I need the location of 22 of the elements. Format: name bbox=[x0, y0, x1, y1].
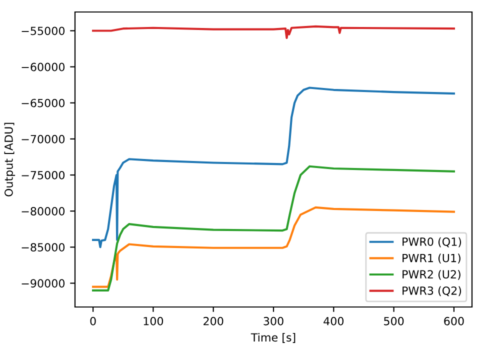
x-tick-label: 500 bbox=[384, 316, 404, 326]
legend-label: PWR0 (Q1) bbox=[402, 237, 462, 248]
y-tick-label: −65000 bbox=[22, 98, 65, 108]
line-series bbox=[92, 25, 455, 40]
x-tick-label: 400 bbox=[324, 316, 344, 326]
y-tick-label: −85000 bbox=[22, 243, 65, 252]
x-tick-label: 300 bbox=[264, 316, 284, 326]
x-tick-label: 200 bbox=[204, 316, 224, 326]
y-tick-label: −75000 bbox=[22, 170, 65, 180]
y-tick-label: −55000 bbox=[22, 26, 65, 36]
x-tick-label: 600 bbox=[444, 316, 464, 326]
y-axis-title: Output [ADU] bbox=[4, 122, 16, 196]
x-axis-title: Time [s] bbox=[250, 333, 296, 343]
x-tick-label: 0 bbox=[90, 316, 96, 326]
y-tick-label: −60000 bbox=[22, 62, 65, 72]
legend-label: PWR3 (Q2) bbox=[402, 286, 462, 296]
x-tick-label: 100 bbox=[144, 316, 164, 326]
y-tick-label: −90000 bbox=[22, 279, 65, 288]
y-tick-label: −80000 bbox=[22, 207, 65, 216]
y-tick-label: −70000 bbox=[22, 134, 65, 144]
legend-label: PWR1 (U1) bbox=[402, 254, 460, 264]
legend-label: PWR2 (U2) bbox=[402, 270, 460, 280]
